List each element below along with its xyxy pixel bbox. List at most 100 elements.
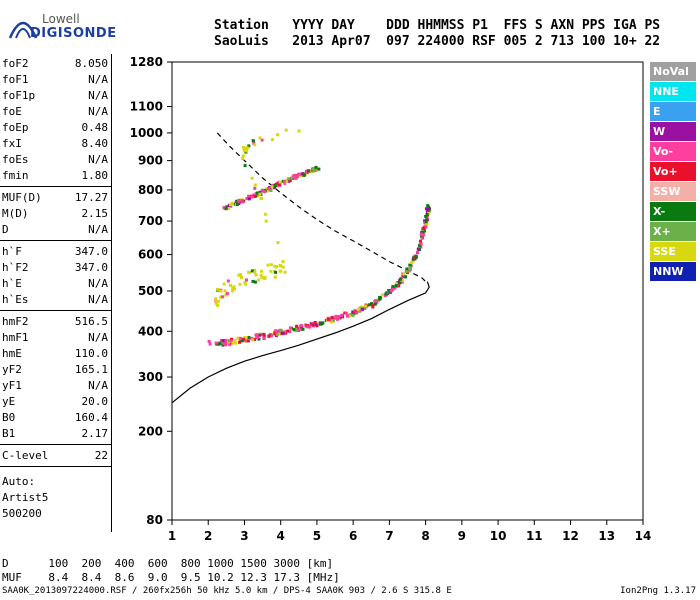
param-name: foF2 — [2, 57, 29, 70]
echo-point — [278, 269, 282, 273]
legend-item: E — [650, 102, 696, 121]
echo-point — [219, 295, 223, 299]
param-row: h`F2 347.0 — [2, 260, 108, 276]
file-footer: SAA0K_2013097224000.RSF / 260fx256h 50 k… — [2, 586, 452, 596]
param-row: MUF(D) 17.27 — [2, 190, 108, 206]
echo-point — [273, 275, 277, 279]
echo-point — [424, 214, 428, 218]
echo-point — [256, 335, 259, 339]
header-labels: Station YYYY DAY DDD HHMMSS P1 FFS S AXN… — [214, 18, 668, 33]
echo-point — [388, 290, 392, 294]
echo-point — [314, 323, 318, 326]
param-value: 2.15 — [81, 207, 109, 220]
echo-point — [269, 269, 273, 273]
y-tick-label: 1100 — [130, 100, 163, 114]
echo-point — [216, 287, 220, 291]
echo-point — [251, 279, 255, 283]
echo-point — [339, 314, 343, 318]
echo-point — [253, 186, 257, 190]
legend-item: SSE — [650, 242, 696, 261]
echo-point — [260, 276, 264, 280]
echo-point — [346, 314, 349, 318]
echo-point — [391, 287, 395, 291]
echo-point — [240, 275, 243, 279]
echo-point — [400, 280, 404, 284]
echo-point — [287, 177, 291, 181]
param-name: yF1 — [2, 379, 22, 392]
echo-point — [221, 343, 225, 347]
echo-point — [419, 242, 423, 246]
echo-point — [334, 316, 337, 320]
echo-point — [263, 190, 267, 194]
echo-point — [361, 307, 365, 311]
echo-point — [225, 205, 229, 209]
echo-point — [404, 270, 408, 273]
echo-point — [253, 268, 257, 272]
echo-point — [264, 212, 268, 216]
echo-point — [394, 282, 398, 286]
param-name: B0 — [2, 411, 16, 424]
echo-point — [250, 176, 254, 180]
echo-point — [245, 278, 248, 282]
echo-point — [301, 327, 305, 331]
echo-point — [258, 333, 262, 337]
param-name: hmE — [2, 347, 22, 360]
x-tick-label: 10 — [490, 529, 507, 543]
echo-point — [237, 273, 241, 277]
param-name: MUF(D) — [2, 191, 42, 204]
param-separator — [0, 466, 112, 467]
autoscaling-line: Auto: — [2, 475, 36, 488]
legend-item: X+ — [650, 222, 696, 241]
echo-point — [229, 203, 232, 207]
echo-point — [270, 334, 273, 338]
echo-point — [253, 271, 257, 275]
echo-point — [281, 331, 285, 335]
echo-point — [225, 292, 229, 296]
echo-point — [250, 269, 254, 273]
echo-point — [258, 136, 262, 140]
echo-point — [264, 219, 268, 223]
echo-point — [243, 164, 247, 168]
echo-point — [257, 337, 261, 341]
echo-point — [426, 204, 430, 208]
echo-point — [425, 209, 429, 213]
echo-point — [215, 300, 218, 304]
echo-point — [334, 314, 338, 318]
param-name: foF1p — [2, 89, 36, 102]
echo-point — [259, 273, 263, 277]
echo-point — [251, 338, 255, 342]
param-value: N/A — [88, 223, 108, 236]
echo-point — [302, 173, 306, 177]
echo-point — [425, 213, 429, 216]
echo-point — [412, 256, 416, 260]
echo-point — [269, 263, 273, 267]
echo-point — [318, 322, 322, 326]
y-tick-label: 400 — [138, 324, 163, 338]
legend-item: Vo+ — [650, 162, 696, 181]
echo-point — [253, 143, 257, 147]
echo-point — [420, 236, 424, 240]
echo-point — [312, 169, 316, 173]
echo-point — [311, 323, 315, 327]
echo-point — [253, 194, 257, 198]
echo-point — [277, 332, 281, 336]
echo-point — [276, 241, 280, 245]
echo-point — [294, 176, 297, 180]
echo-point — [351, 310, 355, 314]
echo-point — [305, 325, 309, 329]
echo-point — [330, 318, 334, 321]
y-tick-label: 900 — [138, 154, 163, 168]
echo-point — [295, 324, 299, 328]
param-value: 110.0 — [74, 347, 108, 360]
echo-point — [344, 311, 348, 315]
echo-point — [307, 169, 311, 173]
param-row: B0 160.4 — [2, 410, 108, 426]
echo-point — [257, 278, 261, 282]
param-name: hmF1 — [2, 331, 29, 344]
echo-point — [398, 277, 402, 281]
echo-point — [425, 222, 429, 226]
echo-point — [224, 338, 228, 342]
echo-point — [311, 167, 315, 171]
param-value: N/A — [88, 293, 108, 306]
echo-point — [414, 255, 418, 259]
